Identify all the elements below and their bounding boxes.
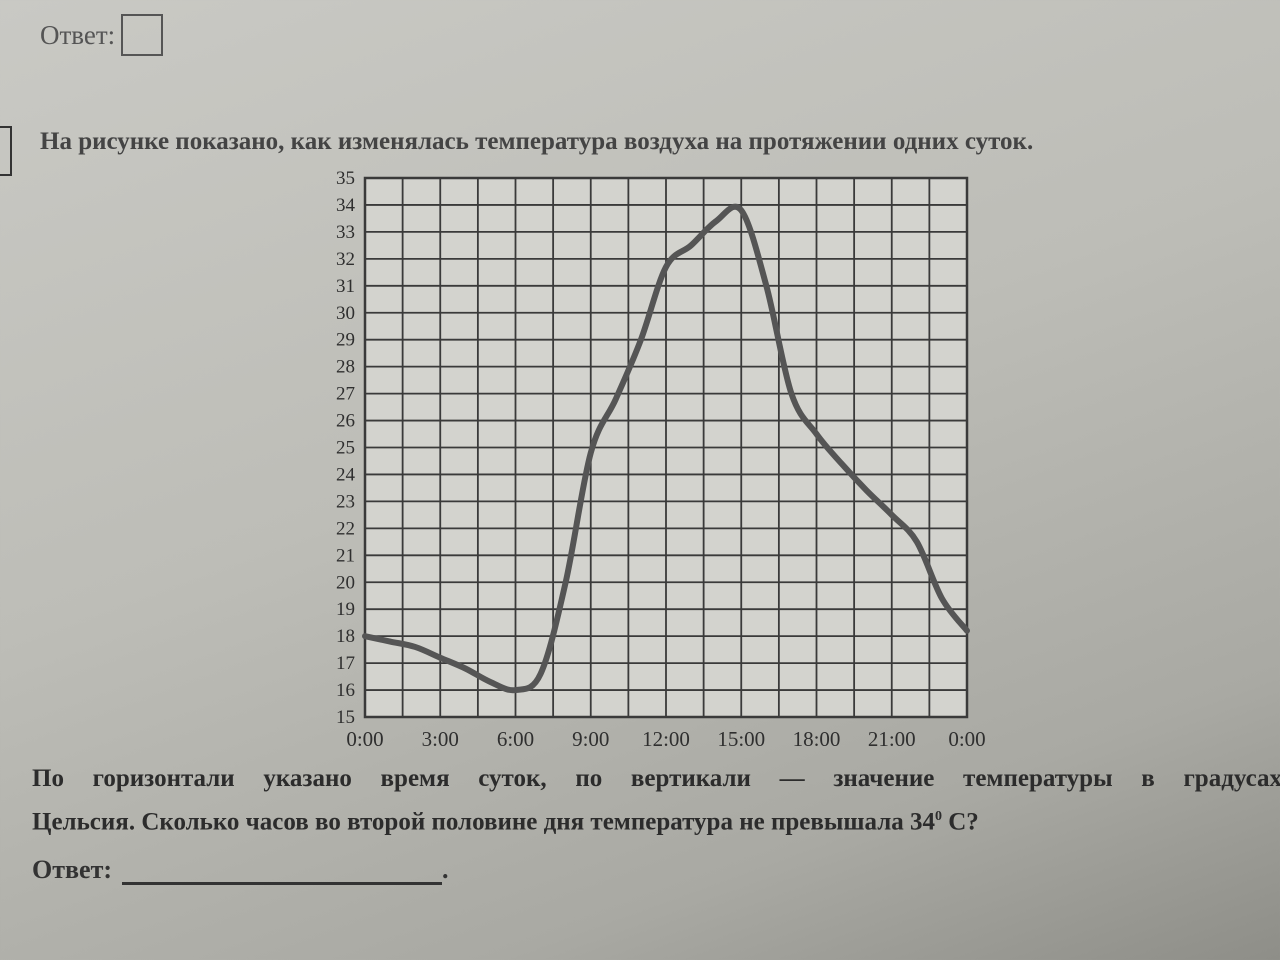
prev-answer: Ответ: [40, 14, 164, 56]
degree-sup: 0 [934, 809, 942, 824]
data-point [439, 657, 441, 659]
answer-label: Ответ: [32, 855, 113, 884]
data-point [565, 581, 567, 583]
data-point [866, 490, 868, 492]
y-tick-label: 21 [336, 545, 355, 566]
x-tick-label: 15:00 [717, 727, 765, 751]
data-point [489, 681, 491, 683]
data-point [740, 209, 742, 211]
y-tick-label: 34 [336, 195, 356, 216]
x-tick-label: 18:00 [793, 727, 841, 751]
data-point [916, 541, 918, 543]
x-tick-label: 3:00 [422, 727, 459, 751]
y-tick-label: 18 [336, 626, 355, 647]
y-tick-label: 16 [336, 680, 355, 701]
answer-period: . [442, 855, 449, 884]
y-tick-label: 26 [336, 411, 355, 432]
data-point [715, 220, 717, 222]
y-tick-label: 24 [336, 464, 356, 485]
data-point [690, 244, 692, 246]
data-point [640, 339, 642, 341]
y-tick-label: 23 [336, 491, 355, 512]
y-tick-label: 17 [336, 653, 355, 674]
question-body: По горизонтали указано время суток, по в… [32, 760, 1280, 841]
question-intro: На рисунке показано, как изменялась темп… [40, 128, 1034, 155]
data-point [891, 514, 893, 516]
data-point [816, 433, 817, 435]
y-tick-label: 20 [336, 572, 355, 593]
y-tick-label: 15 [336, 707, 355, 728]
temperature-line [362, 203, 970, 694]
y-tick-label: 31 [336, 276, 355, 297]
answer-block: Ответ: . [32, 855, 449, 885]
data-point [414, 646, 416, 648]
data-point [364, 635, 366, 637]
data-point [464, 667, 466, 669]
data-point [515, 689, 516, 691]
data-point [841, 463, 843, 465]
data-point [540, 673, 542, 675]
y-tick-label: 29 [336, 330, 355, 351]
question-line-2-text: Цельсия. Сколько часов во второй половин… [32, 808, 935, 836]
data-point [389, 641, 391, 643]
y-tick-label: 28 [336, 357, 355, 378]
x-tick-label: 0:00 [346, 727, 383, 751]
question-line-1: По горизонтали указано время суток, по в… [32, 765, 1280, 792]
question-line-2: Цельсия. Сколько часов во второй половин… [32, 798, 1280, 841]
y-tick-label: 30 [336, 303, 355, 324]
prev-answer-box[interactable] [121, 14, 164, 56]
data-point [966, 630, 968, 632]
y-tick-label: 19 [336, 599, 355, 620]
x-tick-label: 6:00 [497, 727, 534, 751]
x-tick-label: 9:00 [572, 727, 609, 751]
answer-input-line[interactable] [122, 856, 443, 885]
prev-answer-label: Ответ: [40, 19, 116, 50]
y-tick-label: 32 [336, 249, 355, 270]
x-tick-label: 0:00 [948, 727, 985, 751]
x-tick-label: 12:00 [642, 727, 690, 751]
data-point [941, 597, 943, 599]
data-point [765, 285, 767, 287]
y-tick-label: 35 [336, 168, 355, 189]
y-tick-label: 25 [336, 438, 355, 459]
data-point [615, 398, 617, 400]
task-number-box [0, 126, 12, 176]
data-point [790, 393, 792, 395]
y-tick-label: 27 [336, 384, 355, 405]
y-tick-label: 22 [336, 518, 355, 539]
y-tick-label: 33 [336, 222, 355, 243]
question-line-2-end: С? [941, 808, 979, 836]
data-point [590, 452, 592, 454]
x-tick-label: 21:00 [868, 727, 916, 751]
data-point [665, 266, 667, 268]
